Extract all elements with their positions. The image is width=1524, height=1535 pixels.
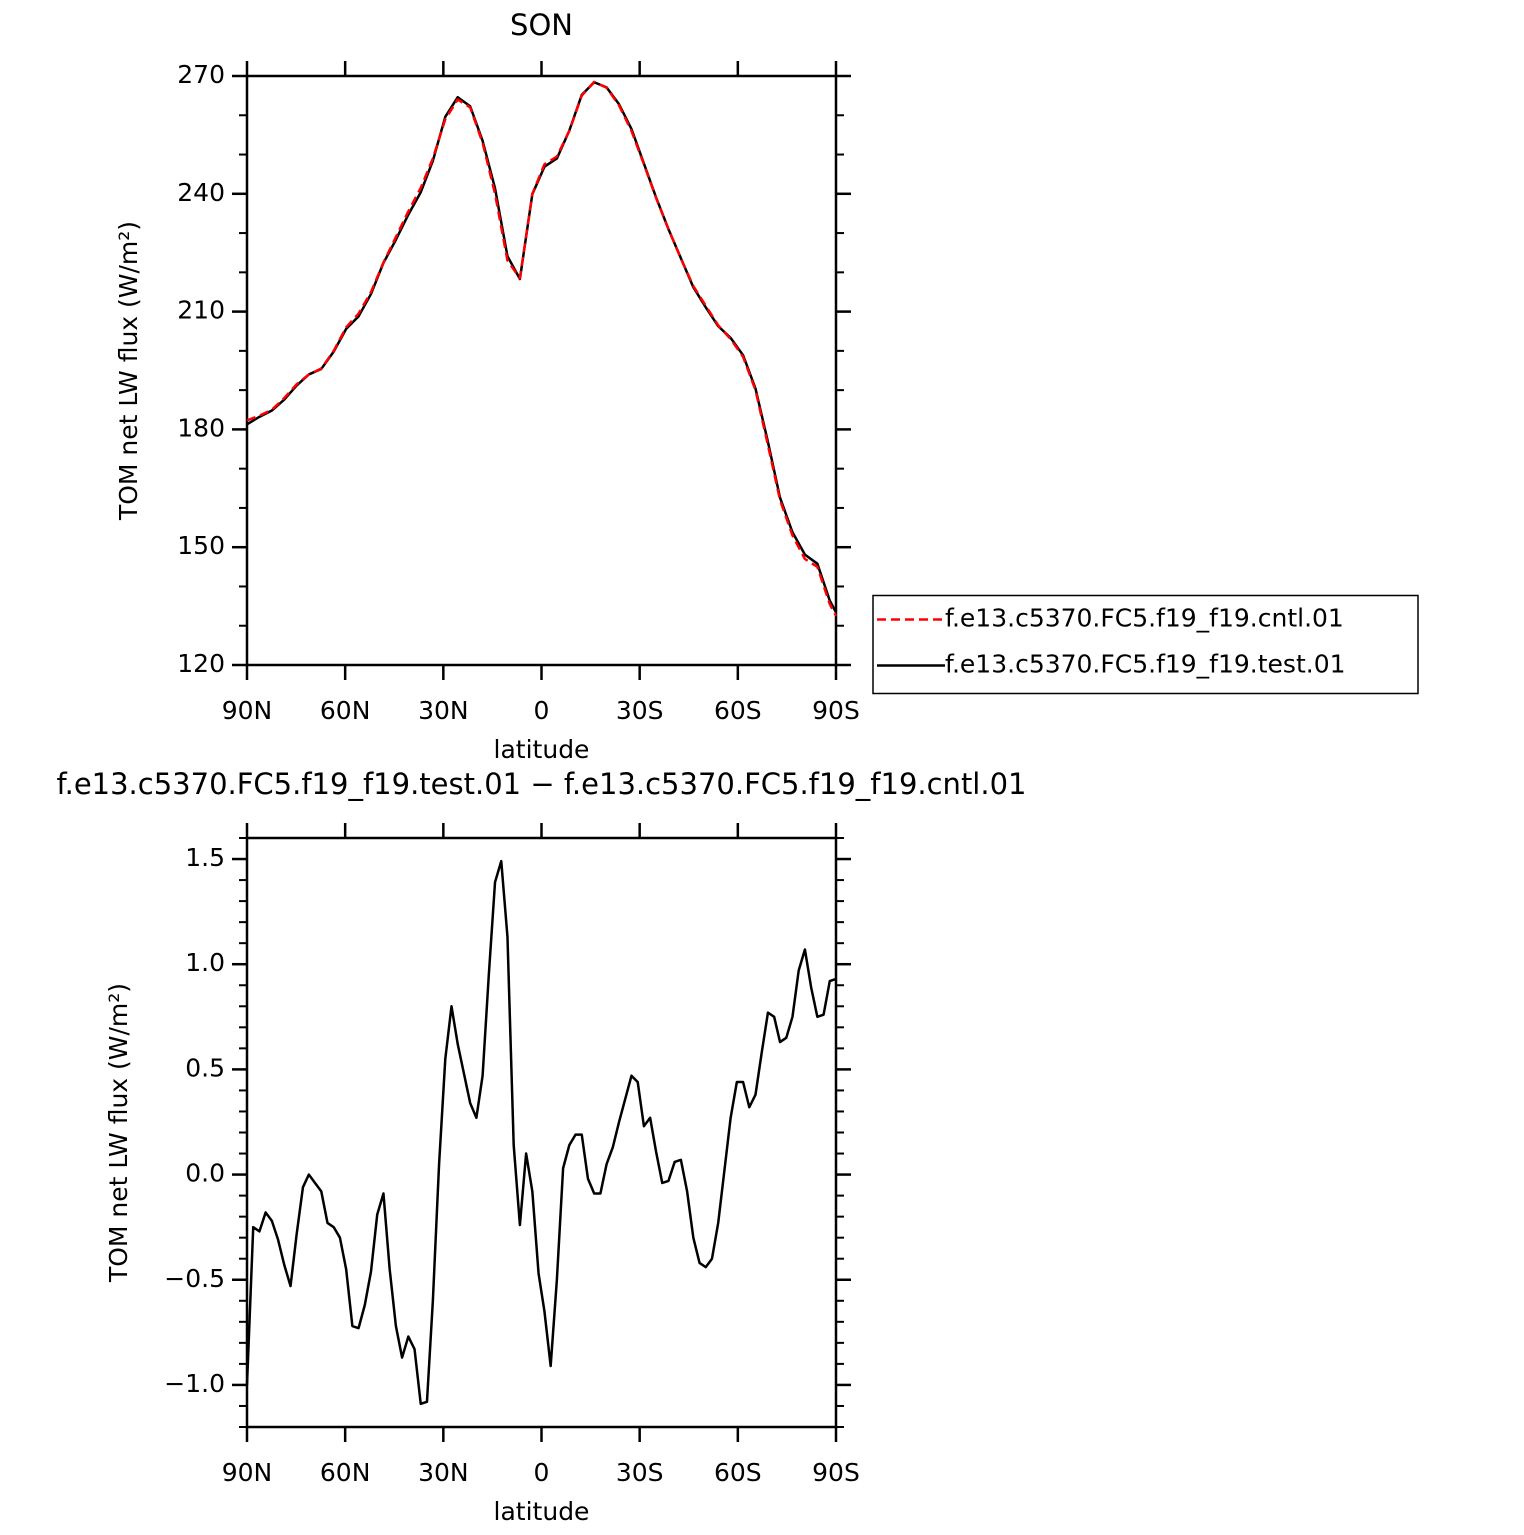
data-line [245,859,837,1406]
x-tick-label: 90N [222,696,273,725]
x-tick-label: 60N [320,696,371,725]
y-tick-label: 210 [177,296,225,325]
y-tick-label: 240 [177,178,225,207]
x-axis-label: latitude [494,1497,590,1526]
y-tick-label: 150 [177,531,225,560]
y-axis-label: TOM net LW flux (W/m²) [104,983,133,1283]
x-axis-label: latitude [494,735,590,764]
y-tick-label: −0.5 [164,1264,225,1293]
x-tick-label: 60N [320,1458,371,1487]
x-tick-label: 90S [812,696,860,725]
y-tick-label: 0.0 [185,1159,225,1188]
y-tick-label: 1.0 [185,948,225,977]
y-tick-label: 120 [177,649,225,678]
x-tick-label: 30N [418,1458,469,1487]
y-tick-label: −1.0 [164,1369,225,1398]
x-tick-label: 0 [534,1458,550,1487]
plot-frame [245,836,838,1429]
x-tick-label: 60S [714,1458,762,1487]
legend-label: f.e13.c5370.FC5.f19_f19.test.01 [945,650,1346,679]
x-tick-label: 90N [222,1458,273,1487]
x-tick-label: 0 [534,696,550,725]
x-tick-label: 30S [616,1458,664,1487]
y-tick-label: 0.5 [185,1053,225,1082]
x-tick-label: 60S [714,696,762,725]
x-tick-label: 30S [616,696,664,725]
y-tick-label: 180 [177,413,225,442]
chart-title: f.e13.c5370.FC5.f19_f19.test.01 − f.e13.… [57,767,1027,801]
legend-box [872,594,1419,695]
y-axis-label: TOM net LW flux (W/m²) [114,221,143,521]
data-line [246,80,838,617]
y-tick-label: 1.5 [185,843,225,872]
legend-label: f.e13.c5370.FC5.f19_f19.cntl.01 [945,604,1344,633]
x-tick-label: 30N [418,696,469,725]
x-tick-label: 90S [812,1458,860,1487]
y-tick-label: 270 [177,60,225,89]
chart-title: SON [510,8,573,42]
